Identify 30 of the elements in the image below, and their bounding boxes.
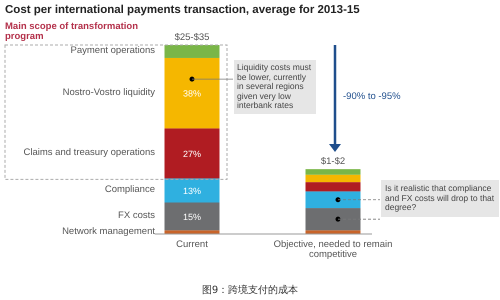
text: Is it realistic that compliance and FX costs will drop to that degree?: [381, 180, 499, 216]
data-label: 27%: [182, 148, 202, 159]
data-label: 38%: [182, 88, 202, 99]
bar: [164, 178, 220, 202]
x-tick-label: Current: [175, 239, 209, 250]
annotation: $1-$2: [320, 156, 346, 168]
series-label: Payment operations: [70, 45, 155, 56]
series-label: FX costs: [117, 210, 155, 222]
caption: 图9：跨境支付的成本: [200, 284, 300, 297]
bar: [306, 208, 360, 230]
annotation: -90% to -95%: [343, 91, 401, 102]
bar: [306, 169, 360, 175]
bar: [164, 58, 220, 128]
x-tick-label: Objective, needed to remain competitive: [272, 239, 394, 260]
series-label: Nostro-Vostro liquidity: [62, 87, 155, 98]
series-label: Network management: [61, 226, 155, 238]
bar: [164, 45, 220, 58]
text: Main scope of transformation program: [5, 21, 140, 42]
bar: [164, 128, 220, 178]
chart-title: Cost per international payments transaction, average for 2013-15: [5, 4, 360, 16]
annotation: Liquidity costs must be lower, currently in several regions given very low interbank rates: [234, 60, 316, 114]
data-label: 15%: [182, 212, 202, 222]
bar: [306, 191, 360, 208]
bar: [164, 202, 220, 230]
bar: [306, 182, 360, 192]
annotation: $25-$35: [174, 32, 210, 43]
data-label: 13%: [182, 186, 202, 196]
series-label: Claims and treasury operations: [22, 147, 155, 158]
bar: [306, 174, 360, 182]
series-label: Compliance: [104, 184, 155, 196]
